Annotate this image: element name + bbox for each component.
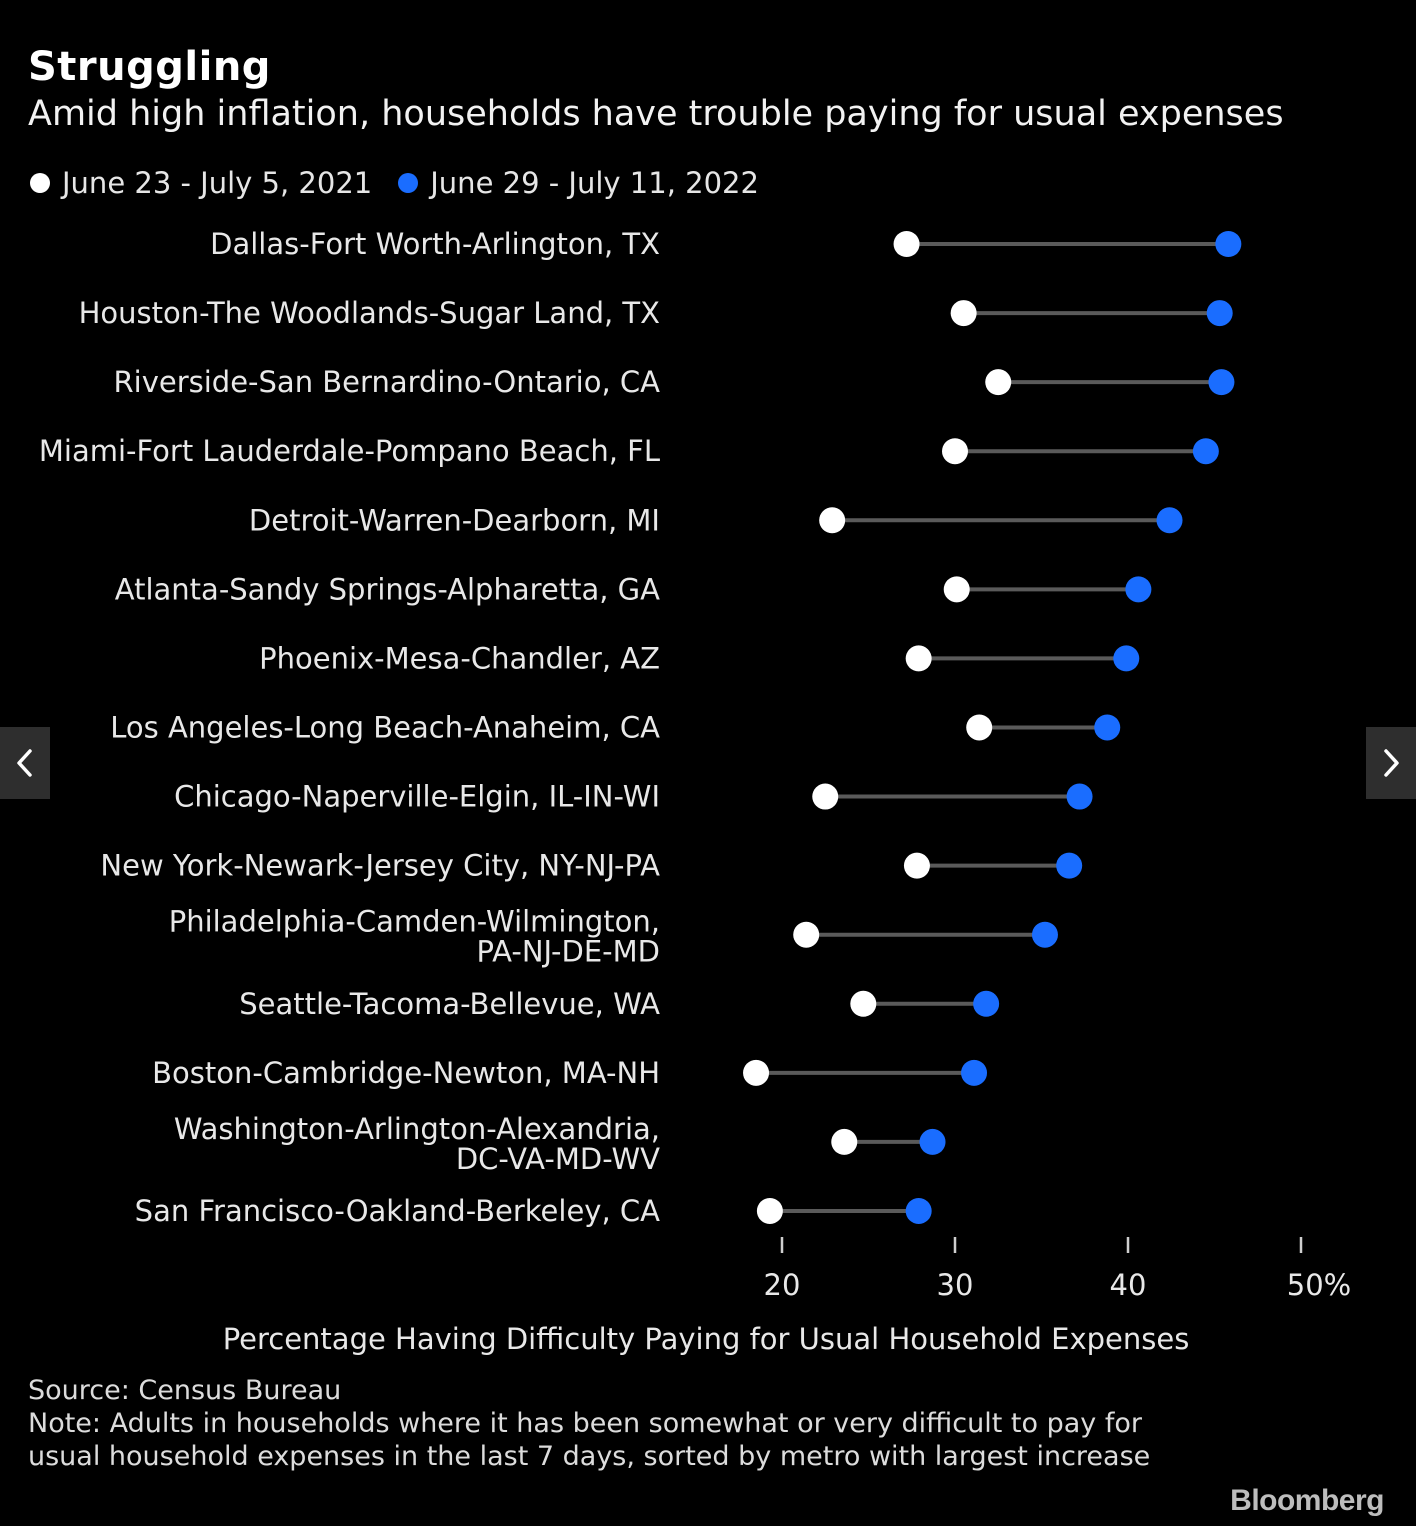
chevron-right-icon — [1384, 749, 1399, 777]
point-2021 — [819, 507, 846, 534]
point-2022 — [1066, 783, 1093, 810]
x-tick-label: 30 — [937, 1268, 974, 1302]
source-note: Source: Census Bureau — [28, 1375, 342, 1406]
x-tick-label: 40 — [1110, 1268, 1147, 1302]
point-2022 — [961, 1059, 988, 1086]
point-2021 — [966, 714, 993, 741]
x-tick-label: 50% — [1287, 1268, 1351, 1302]
chart-subtitle: Amid high inflation, households have tro… — [28, 94, 1284, 134]
point-2021 — [943, 576, 970, 603]
point-2021 — [743, 1059, 770, 1086]
point-2021 — [793, 921, 820, 948]
point-2022 — [1208, 369, 1235, 396]
category-label: Miami-Fort Lauderdale-Pompano Beach, FL — [39, 434, 660, 468]
point-2022 — [1094, 714, 1121, 741]
point-2021 — [893, 231, 920, 257]
previous-chart-button[interactable] — [0, 727, 50, 799]
point-2021 — [905, 645, 932, 672]
point-2021 — [756, 1197, 783, 1224]
chart-footer: Source: Census Bureau Note: Adults in ho… — [28, 1374, 1168, 1473]
point-2022 — [973, 990, 1000, 1017]
point-2022 — [919, 1128, 946, 1155]
point-2022 — [1125, 576, 1152, 603]
legend-label-2021: June 23 - July 5, 2021 — [62, 166, 373, 200]
x-tick-label: 20 — [764, 1268, 801, 1302]
point-2021 — [831, 1128, 858, 1155]
legend-item-2021: June 23 - July 5, 2021 — [30, 166, 372, 200]
category-label: New York-Newark-Jersey City, NY-NJ-PA — [100, 849, 660, 883]
legend-marker-2021 — [30, 173, 50, 193]
point-2021 — [850, 990, 877, 1017]
methodology-note: Note: Adults in households where it has … — [28, 1408, 1151, 1472]
point-2021 — [950, 300, 977, 327]
category-label: Washington-Arlington-Alexandria, DC-VA-MD… — [174, 1112, 660, 1176]
point-2021 — [903, 852, 930, 879]
legend-label-2022: June 29 - July 11, 2022 — [430, 166, 759, 200]
chevron-left-icon — [17, 749, 32, 777]
point-2022 — [1192, 438, 1219, 465]
category-label-line: Washington-Arlington-Alexandria, — [174, 1112, 660, 1146]
category-label: Los Angeles-Long Beach-Anaheim, CA — [110, 710, 660, 744]
legend-item-2022: June 29 - July 11, 2022 — [398, 166, 759, 200]
point-2022 — [1056, 852, 1083, 879]
legend: June 23 - July 5, 2021 June 29 - July 11… — [30, 166, 785, 200]
point-2021 — [942, 438, 968, 465]
legend-marker-2022 — [398, 173, 419, 193]
category-label: Philadelphia-Camden-Wilmington, PA-NJ-DE-… — [169, 905, 660, 969]
category-label: Riverside-San Bernardino-Ontario, CA — [114, 365, 661, 399]
category-label: Houston-The Woodlands-Sugar Land, TX — [79, 296, 660, 330]
bloomberg-logo: Bloomberg — [1230, 1484, 1384, 1517]
category-label: Boston-Cambridge-Newton, MA-NH — [152, 1056, 660, 1090]
point-2022 — [1031, 921, 1058, 948]
point-2022 — [1215, 231, 1242, 257]
dumbbell-chart: Dallas-Fort Worth-Arlington, TX Houston-T… — [39, 227, 1351, 1356]
category-label: Atlanta-Sandy Springs-Alpharetta, GA — [115, 572, 660, 606]
category-label-line: DC-VA-MD-WV — [456, 1142, 660, 1176]
point-2022 — [1156, 507, 1183, 534]
category-label-line: PA-NJ-DE-MD — [477, 935, 660, 969]
point-2022 — [905, 1197, 932, 1224]
chart-title: Struggling — [28, 44, 271, 90]
category-label: Detroit-Warren-Dearborn, MI — [249, 503, 660, 537]
x-axis-title: Percentage Having Difficulty Paying for … — [223, 1322, 1190, 1356]
category-label: Seattle-Tacoma-Bellevue, WA — [239, 987, 660, 1021]
point-2021 — [985, 369, 1012, 396]
category-label: San Francisco-Oakland-Berkeley, CA — [135, 1194, 660, 1228]
next-chart-button[interactable] — [1366, 727, 1416, 799]
point-2021 — [812, 783, 839, 810]
category-label: Phoenix-Mesa-Chandler, AZ — [259, 641, 660, 675]
category-label: Chicago-Naperville-Elgin, IL-IN-WI — [174, 780, 660, 814]
point-2022 — [1113, 645, 1140, 672]
category-label-line: Philadelphia-Camden-Wilmington, — [169, 905, 660, 939]
category-label: Dallas-Fort Worth-Arlington, TX — [210, 227, 660, 261]
point-2022 — [1206, 300, 1233, 327]
